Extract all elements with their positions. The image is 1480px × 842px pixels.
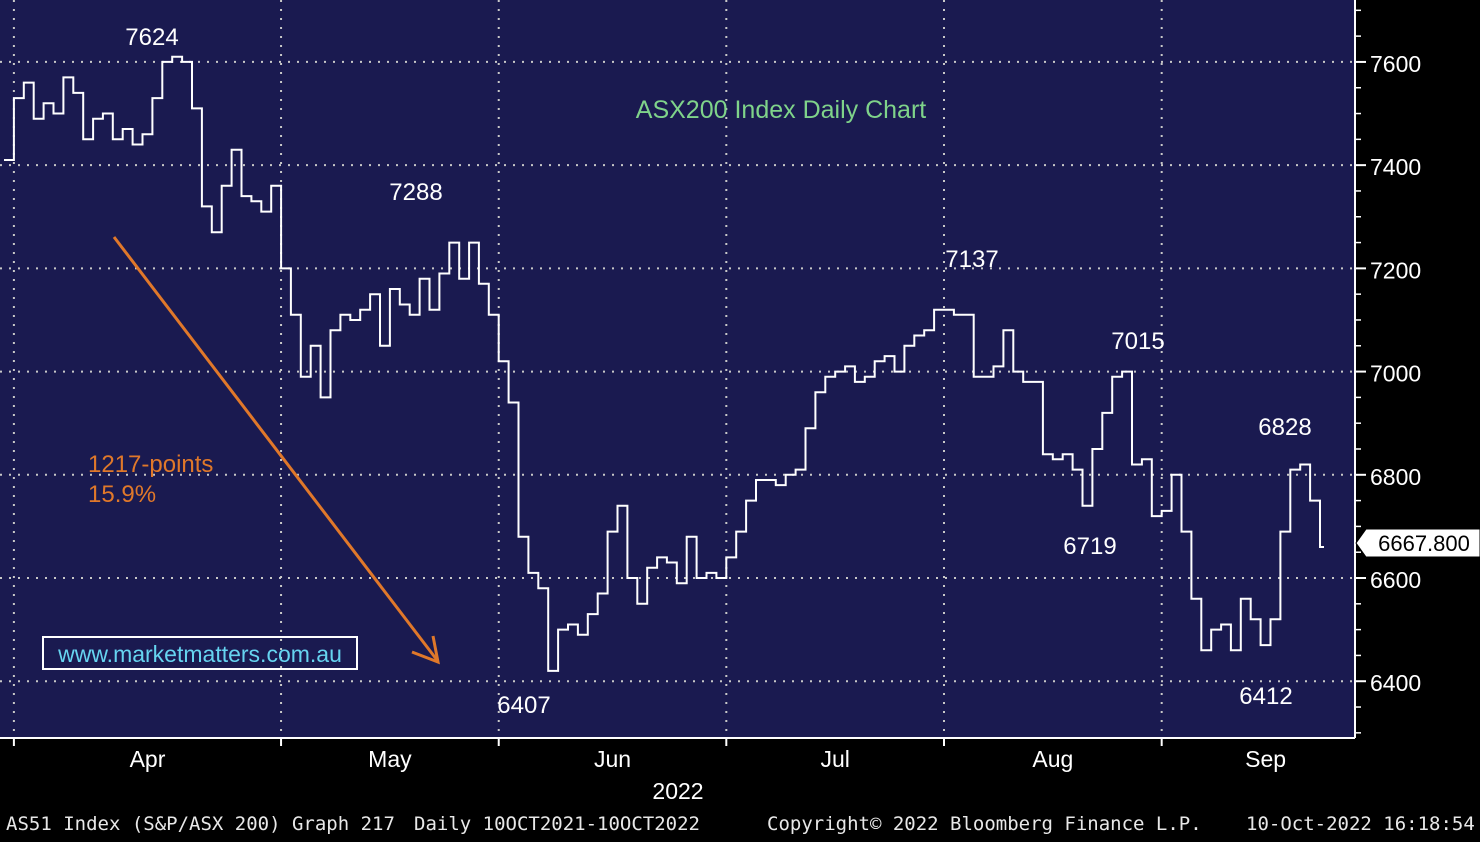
watermark-box xyxy=(42,636,358,670)
x-month-label: May xyxy=(368,746,412,772)
callout-label: 7137 xyxy=(945,246,998,273)
callout-label: 6407 xyxy=(497,692,550,719)
overlay: www.marketmatters.com.au 6667.800 xyxy=(42,236,1480,670)
callout-label: 7624 xyxy=(125,24,178,51)
trend-arrow-line xyxy=(112,236,439,661)
footer-range: Daily 10OCT2021-10OCT2022 xyxy=(414,813,700,835)
chart-labels: ASX200 Index Daily Chart 7624 7288 6407 7137… xyxy=(88,24,1312,719)
callout-label: 7015 xyxy=(1111,328,1164,355)
annotation-points: 1217-points xyxy=(88,451,213,478)
x-year-label: 2022 xyxy=(652,778,703,804)
callout-label: 7288 xyxy=(389,179,442,206)
y-tick-label: 6800 xyxy=(1370,464,1421,490)
annotation-percent: 15.9% xyxy=(88,481,156,508)
chart-title: ASX200 Index Daily Chart xyxy=(636,96,926,124)
y-tick-label: 7600 xyxy=(1370,51,1421,77)
last-price-label: 6667.800 xyxy=(1378,531,1470,556)
y-axis: 6400 6600 6800 7000 7200 7400 7600 xyxy=(1354,0,1421,738)
last-price-tag xyxy=(1355,528,1480,558)
footer-ticker: AS51 Index (S&P/ASX 200) Graph 217 xyxy=(6,813,395,835)
footer-timestamp: 10-Oct-2022 16:18:54 xyxy=(1246,813,1475,835)
grid-lines xyxy=(0,0,1355,738)
y-tick-label: 6400 xyxy=(1370,670,1421,696)
x-axis: Apr May Jun Jul Aug Sep 2022 xyxy=(0,737,1355,804)
callout-label: 6719 xyxy=(1063,533,1116,560)
price-line xyxy=(4,55,1324,672)
x-month-label: Sep xyxy=(1245,746,1286,772)
y-tick-label: 7400 xyxy=(1370,154,1421,180)
footer-bar: AS51 Index (S&P/ASX 200) Graph 217 Daily… xyxy=(0,806,1480,842)
y-tick-label: 6600 xyxy=(1370,567,1421,593)
x-month-label: Apr xyxy=(130,746,166,772)
x-month-label: Jun xyxy=(594,746,631,772)
x-month-label: Jul xyxy=(820,746,849,772)
callout-label: 6828 xyxy=(1258,414,1311,441)
footer-copyright: Copyright© 2022 Bloomberg Finance L.P. xyxy=(767,813,1202,835)
x-axis-panel xyxy=(0,738,1480,806)
y-tick-label: 7200 xyxy=(1370,257,1421,283)
callout-label: 6412 xyxy=(1239,683,1292,710)
y-tick-label: 7000 xyxy=(1370,361,1421,387)
trend-arrow-head xyxy=(411,635,440,665)
axis-panel xyxy=(1355,0,1480,738)
watermark-text: www.marketmatters.com.au xyxy=(57,641,342,667)
x-month-label: Aug xyxy=(1032,746,1073,772)
plot-background xyxy=(0,0,1355,738)
price-series xyxy=(4,55,1324,672)
